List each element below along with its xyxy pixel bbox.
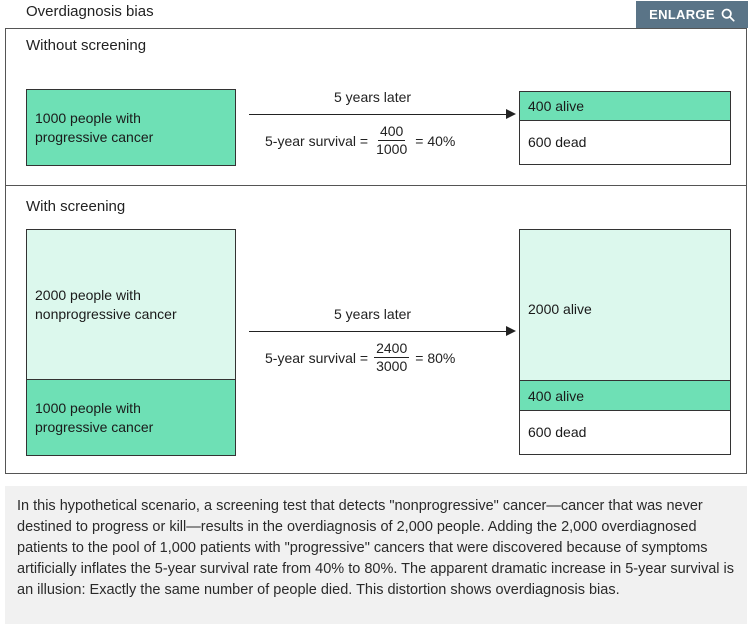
alive-progressive-box: 400 alive	[519, 380, 731, 412]
alive-progressive-label: 400 alive	[528, 387, 585, 404]
survival-fraction-screened: 2400 3000	[374, 340, 410, 375]
section-label-with-screening: With screening	[26, 198, 126, 215]
arrow-line-screened	[249, 331, 507, 332]
arrow-line	[249, 114, 507, 115]
nonprogressive-group-box: 2000 people with nonprogressive cancer	[26, 229, 236, 381]
alive-nonprogressive-label: 2000 alive	[528, 301, 592, 317]
alive-nonprogressive-box: 2000 alive	[519, 229, 731, 382]
progressive-group-box: 1000 people with progressive cancer	[26, 89, 236, 166]
figure-title: Overdiagnosis bias	[26, 3, 154, 20]
survival-prefix: 5-year survival =	[265, 132, 369, 149]
years-later-label: 5 years later	[334, 89, 412, 105]
survival-numerator: 400	[377, 123, 406, 141]
arrow-head-icon	[506, 109, 516, 119]
years-later-label-screened: 5 years later	[334, 306, 412, 322]
progressive-group-label: 1000 people with progressive cancer	[35, 109, 154, 145]
figure-caption: In this hypothetical scenario, a screeni…	[5, 486, 747, 624]
dead-box-screened: 600 dead	[519, 410, 731, 455]
survival-prefix-screened: 5-year survival =	[265, 349, 369, 366]
enlarge-label: ENLARGE	[649, 7, 715, 22]
progressive-group-box-screened: 1000 people with progressive cancer	[26, 379, 236, 456]
arrow-head-icon-screened	[506, 326, 516, 336]
dead-box: 600 dead	[519, 120, 731, 165]
alive-box: 400 alive	[519, 91, 731, 122]
diagram-figure: Without screening 1000 people with progr…	[5, 28, 747, 474]
dead-label: 600 dead	[528, 134, 587, 150]
survival-result-screened: = 80%	[415, 349, 456, 366]
dead-label-screened: 600 dead	[528, 424, 587, 440]
survival-formula: 5-year survival = 400 1000 = 40%	[265, 123, 455, 158]
survival-denominator: 1000	[376, 141, 408, 157]
survival-formula-screened: 5-year survival = 2400 3000 = 80%	[265, 340, 455, 375]
survival-numerator-screened: 2400	[374, 340, 410, 358]
survival-denominator-screened: 3000	[376, 358, 408, 374]
progressive-group-label-screened: 1000 people with progressive cancer	[35, 399, 154, 435]
alive-label: 400 alive	[528, 98, 585, 114]
section-label-without-screening: Without screening	[26, 37, 147, 54]
survival-fraction: 400 1000	[374, 123, 409, 158]
section-divider	[6, 185, 746, 186]
search-icon	[721, 8, 735, 22]
nonprogressive-group-label: 2000 people with nonprogressive cancer	[35, 287, 177, 322]
survival-result: = 40%	[415, 132, 456, 149]
enlarge-button[interactable]: ENLARGE	[636, 1, 748, 28]
